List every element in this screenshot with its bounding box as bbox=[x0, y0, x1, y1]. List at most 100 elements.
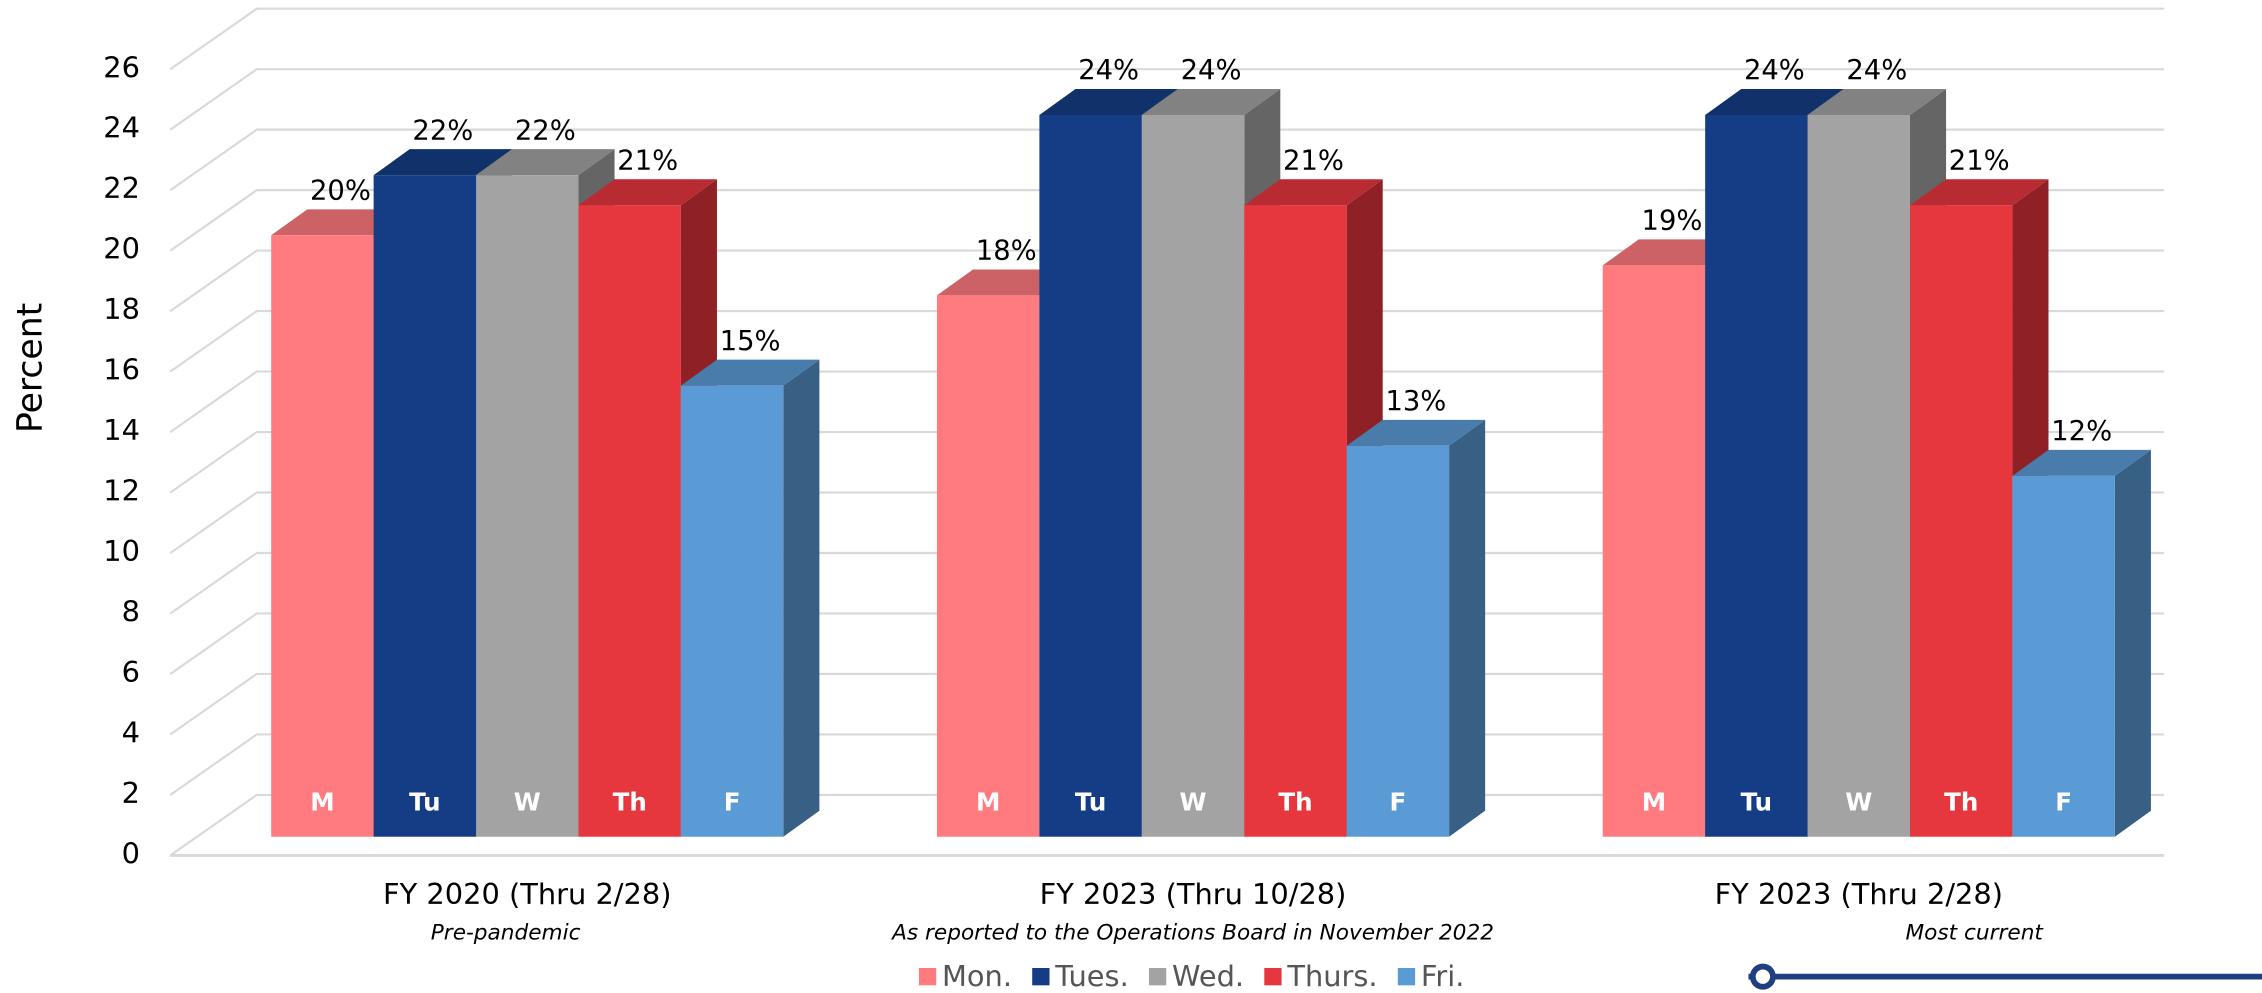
bar-label: Th bbox=[1944, 788, 1978, 817]
bar bbox=[1910, 205, 2013, 837]
bar bbox=[2012, 475, 2115, 837]
y-tick-label: 4 bbox=[122, 716, 140, 750]
y-tick-label: 10 bbox=[103, 534, 140, 568]
bar-label: Tu bbox=[1741, 788, 1772, 817]
value-label: 12% bbox=[2051, 416, 2112, 447]
bar bbox=[271, 235, 374, 837]
y-tick-label: 12 bbox=[103, 474, 140, 508]
x-tick-label: FY 2020 (Thru 2/28) bbox=[383, 877, 671, 911]
bar bbox=[1039, 114, 1142, 837]
y-tick-label: 22 bbox=[103, 171, 140, 205]
bar-top bbox=[476, 149, 615, 176]
bar-label: M bbox=[310, 788, 334, 817]
bar bbox=[476, 175, 579, 837]
value-label: 24% bbox=[1744, 55, 1805, 86]
bar-label: Tu bbox=[409, 788, 440, 817]
bar bbox=[1602, 265, 1706, 837]
value-label: 13% bbox=[1385, 386, 1446, 417]
bar-top bbox=[1244, 179, 1383, 206]
value-label: 15% bbox=[720, 326, 781, 357]
grid-line bbox=[169, 7, 2164, 71]
value-label: 18% bbox=[976, 236, 1037, 267]
bar-side bbox=[2114, 449, 2151, 837]
grid-line bbox=[169, 612, 2164, 675]
grid-line bbox=[169, 491, 2164, 554]
bar-top bbox=[578, 179, 717, 206]
bar-label: F bbox=[1390, 788, 1407, 817]
grid-line bbox=[169, 68, 2164, 131]
bar bbox=[680, 385, 784, 837]
bar-top bbox=[1346, 419, 1486, 446]
value-label: 21% bbox=[1949, 145, 2010, 176]
grid-line bbox=[169, 430, 2164, 494]
y-tick-label: 20 bbox=[103, 232, 140, 266]
bar bbox=[578, 205, 681, 837]
grid-line bbox=[169, 793, 2164, 857]
grid-line bbox=[169, 189, 2164, 252]
grid-line bbox=[169, 370, 2164, 434]
bar-label: Th bbox=[613, 788, 647, 817]
legend-swatch bbox=[1148, 968, 1167, 986]
legend-label: Tues. bbox=[1054, 959, 1128, 993]
y-tick-label: 0 bbox=[122, 836, 140, 870]
legend-swatch bbox=[918, 968, 937, 986]
y-tick-label: 26 bbox=[103, 50, 140, 84]
y-tick-label: 8 bbox=[122, 595, 140, 629]
value-label: 19% bbox=[1642, 206, 1703, 237]
bar-top bbox=[1910, 179, 2049, 206]
value-label: 21% bbox=[617, 145, 678, 176]
y-tick-label: 6 bbox=[122, 655, 140, 689]
y-tick-label: 18 bbox=[103, 292, 140, 326]
value-label: 24% bbox=[1078, 55, 1139, 86]
bar-label: M bbox=[976, 788, 1000, 817]
bar-top bbox=[1807, 89, 1947, 115]
bar-label: Tu bbox=[1075, 788, 1106, 817]
value-label: 22% bbox=[515, 115, 576, 146]
bar-label: W bbox=[1180, 788, 1207, 817]
bar-top bbox=[1705, 89, 1844, 115]
bar-label: W bbox=[514, 788, 541, 817]
bar-side bbox=[783, 359, 820, 837]
bar bbox=[1141, 114, 1245, 837]
category-note: Most current bbox=[1906, 920, 2045, 945]
bar-label: M bbox=[1642, 788, 1666, 817]
legend-label: Wed. bbox=[1172, 959, 1244, 993]
bar-label: F bbox=[2055, 788, 2072, 817]
grid-line bbox=[169, 249, 2164, 313]
decor-circle bbox=[1749, 963, 1776, 990]
bar-label: F bbox=[724, 788, 741, 817]
bar bbox=[1244, 205, 1347, 837]
bar bbox=[1807, 114, 1911, 837]
grid-line bbox=[169, 309, 2164, 373]
grid-line bbox=[169, 733, 2164, 796]
grid-line bbox=[169, 551, 2164, 615]
category-note: As reported to the Operations Board in N… bbox=[890, 920, 1494, 945]
legend-swatch bbox=[1032, 968, 1050, 986]
bar-top bbox=[2012, 449, 2151, 476]
bar bbox=[936, 295, 1040, 837]
legend-label: Fri. bbox=[1421, 959, 1465, 993]
value-label: 20% bbox=[310, 176, 371, 207]
bar-top bbox=[373, 149, 513, 176]
legend-label: Thurs. bbox=[1286, 959, 1377, 993]
value-label: 21% bbox=[1283, 145, 1344, 176]
value-label: 24% bbox=[1846, 55, 1907, 86]
bar-top bbox=[1039, 89, 1178, 115]
legend-swatch bbox=[1397, 968, 1416, 986]
bar-top bbox=[1141, 89, 1281, 115]
bar bbox=[1705, 114, 1808, 837]
y-axis-label: Percent bbox=[11, 303, 51, 433]
value-label: 24% bbox=[1181, 55, 1242, 86]
y-tick-label: 24 bbox=[103, 111, 140, 145]
y-tick-label: 16 bbox=[103, 353, 140, 387]
x-tick-label: FY 2023 (Thru 10/28) bbox=[1040, 877, 1347, 911]
bar bbox=[373, 175, 477, 837]
legend-label: Mon. bbox=[942, 959, 1012, 993]
legend-swatch bbox=[1264, 968, 1282, 986]
grid-line bbox=[169, 128, 2164, 192]
bar-top bbox=[680, 359, 820, 386]
grid-line bbox=[169, 672, 2164, 736]
bar-label: W bbox=[1845, 788, 1872, 817]
category-note: Pre-pandemic bbox=[431, 920, 581, 945]
